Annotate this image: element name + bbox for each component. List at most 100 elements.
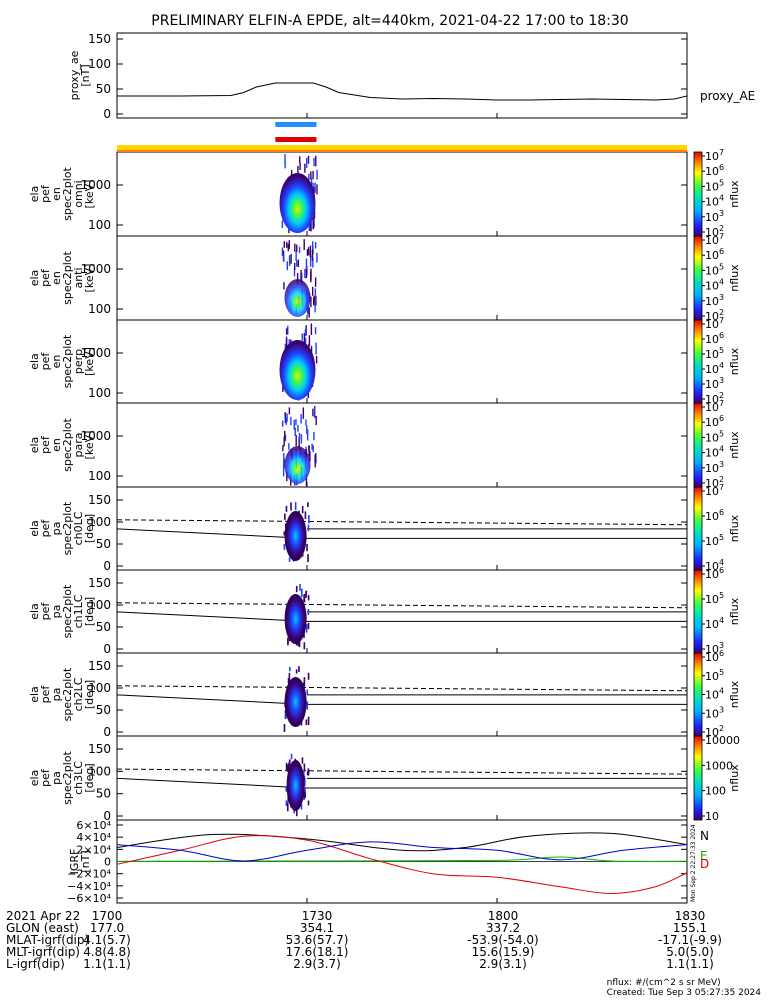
spectrogram-speckle xyxy=(314,458,316,468)
spectrogram-speckle xyxy=(313,157,315,167)
ytick-label: 50 xyxy=(96,703,111,717)
igrf-stamp: Mon Sep 2 22:27:33 2024 xyxy=(690,824,697,902)
science-zone-bar xyxy=(117,145,687,151)
ylabel-line: pef xyxy=(39,435,52,454)
pitch-angle-speckle xyxy=(290,502,292,511)
legend-N: N xyxy=(700,829,709,843)
pitch-angle-speckle xyxy=(303,677,306,686)
spectrogram-speckle xyxy=(306,249,309,256)
pitch-angle-speckle xyxy=(305,591,307,598)
ylabel-line: ch0LC xyxy=(72,511,85,545)
spectrogram-speckle xyxy=(282,465,285,477)
ylabel-line: en xyxy=(50,271,63,285)
footer-units: nflux: #/(cm^2 s sr MeV) xyxy=(606,978,721,988)
panels-layer: 150100500proxy_ae[nT]proxy_AE1000100elap… xyxy=(28,32,755,905)
spectrogram-speckle xyxy=(316,169,318,180)
ytick-label: 50 xyxy=(96,537,111,551)
pitch-angle-speckle xyxy=(300,721,303,726)
pitch-angle-speckle xyxy=(303,792,306,798)
colorbar-label: nflux xyxy=(728,680,741,708)
pitch-angle-speckle xyxy=(294,506,297,511)
colorbar xyxy=(693,486,703,571)
ytick-label: −6×10⁴ xyxy=(67,892,111,905)
pitch-angle-speckle xyxy=(283,723,286,732)
colorbar-tick-label: 10000 xyxy=(705,734,740,747)
spectrogram-speckle xyxy=(281,247,284,256)
colorbar-tick-label: 106 xyxy=(705,508,724,523)
ylabel-line: [keV] xyxy=(83,264,96,293)
pitch-angle-speckle xyxy=(306,689,309,695)
spectrogram-speckle xyxy=(304,337,307,346)
ephemeris-table: 2021 Apr 22 1700 1730 1800 1830 GLON (east) 17… xyxy=(0,910,775,970)
spectrogram-speckle xyxy=(310,177,313,185)
spectrogram-speckle xyxy=(309,250,312,257)
ephemeris-value: 4.1(5.7) xyxy=(83,933,131,947)
ephemeris-value: 53.6(57.7) xyxy=(285,933,349,947)
spectrogram-speckle xyxy=(312,182,314,191)
spectrogram-speckle xyxy=(299,162,301,171)
spectrogram-speckle xyxy=(307,247,310,256)
pitch-angle-speckle xyxy=(290,753,293,760)
spectrogram-speckle xyxy=(310,296,312,308)
colorbar-tick-label: 107 xyxy=(705,316,724,331)
pitch-angle-speckle xyxy=(301,757,304,764)
ephemeris-row: 2021 Apr 22 1700 1730 1800 1830 xyxy=(0,910,775,922)
spectrogram-speckle xyxy=(315,416,317,426)
spectrogram-speckle xyxy=(315,342,317,355)
ephemeris-value: 337.2 xyxy=(485,921,521,935)
loss-cone-dashed xyxy=(116,602,688,609)
ytick-label: −2×10⁴ xyxy=(67,868,111,881)
spectrogram-speckle xyxy=(282,445,284,452)
colorbar-tick-label: 106 xyxy=(705,247,724,262)
pitch-angle-speckle xyxy=(307,716,310,726)
legend-D: D xyxy=(700,857,709,871)
ytick-label: 150 xyxy=(88,576,111,590)
legend-E: E xyxy=(700,849,708,863)
spectrogram-speckle xyxy=(308,445,310,457)
pitch-angle-speckle xyxy=(285,786,288,792)
colorbar-label: nflux xyxy=(728,514,741,542)
pitch-angle-speckle xyxy=(283,531,286,536)
colorbar-tick-label: 104 xyxy=(705,687,724,702)
pitch-angle-speckle xyxy=(288,759,291,769)
colorbar-tick-label: 1000 xyxy=(705,759,733,772)
spectrogram-speckle xyxy=(315,155,317,167)
ylabel-line: ela xyxy=(28,437,41,454)
pitch-angle-speckle xyxy=(307,800,310,806)
pitch-angle-speckle xyxy=(285,762,288,770)
pitch-angle-speckle xyxy=(294,502,297,510)
spectrogram-speckle xyxy=(290,170,293,178)
pitch-angle-speckle xyxy=(307,595,310,601)
pitch-angle-speckle xyxy=(307,502,309,507)
colorbar xyxy=(693,319,703,404)
colorbar xyxy=(693,569,703,654)
spectrogram-speckle xyxy=(314,242,317,249)
ylabel-line: ch3LC xyxy=(72,761,85,795)
ephemeris-value: -53.9(-54.0) xyxy=(467,933,539,947)
spectrogram-speckle xyxy=(294,262,296,271)
pitch-angle-speckle xyxy=(307,609,310,615)
spectrogram-speckle xyxy=(283,282,285,290)
colorbar xyxy=(693,151,703,237)
spectrogram-blob xyxy=(279,173,316,233)
ytick-label: 1000 xyxy=(80,346,111,360)
colorbar-tick-label: 106 xyxy=(705,163,724,178)
ephemeris-row-label: 2021 Apr 22 xyxy=(6,909,81,923)
pitch-angle-speckle xyxy=(295,585,298,593)
pitch-angle-speckle xyxy=(283,543,286,550)
ylabel-line: spec2plot xyxy=(61,334,74,388)
colorbar-tick-label: 106 xyxy=(705,331,724,346)
ytick-label: 50 xyxy=(96,620,111,634)
ephemeris-value: 354.1 xyxy=(299,921,335,935)
pitch-angle-speckle xyxy=(306,701,309,710)
colorbar-label: nflux xyxy=(728,180,741,208)
ylabel-line: [deg] xyxy=(83,597,96,626)
spectrogram-speckle xyxy=(311,241,314,252)
ephemeris-row-label: MLT-igrf(dip) xyxy=(6,945,80,959)
spectrogram-speckle xyxy=(285,417,288,425)
spectrogram-speckle xyxy=(283,254,285,262)
spectrogram-speckle xyxy=(290,416,292,426)
pitch-angle-speckle xyxy=(300,804,303,810)
